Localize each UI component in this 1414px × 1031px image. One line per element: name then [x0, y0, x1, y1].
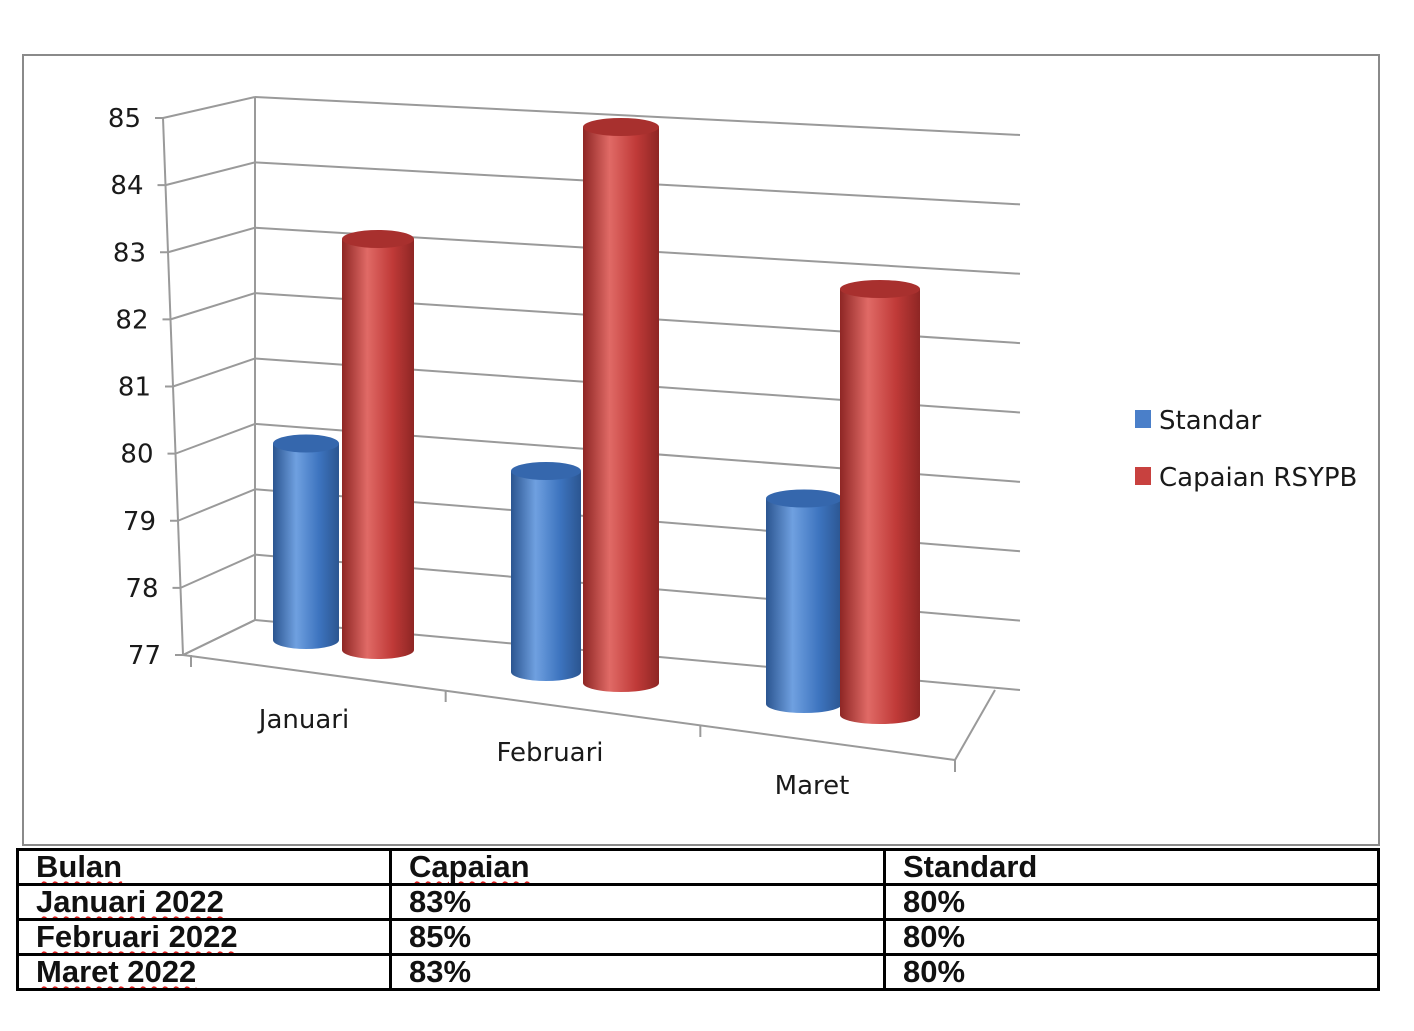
side-gridline: [177, 488, 256, 522]
y-axis-line: [162, 117, 184, 656]
y-tick-label: 85: [108, 104, 141, 134]
y-tick-label: 84: [110, 171, 143, 201]
legend-label: Standar: [1159, 406, 1262, 436]
cell-standard: 80%: [883, 953, 1380, 991]
table-row: Februari 2022 85% 80%: [16, 918, 1380, 956]
legend-swatch: [1135, 410, 1151, 428]
y-tick-label: 78: [125, 574, 158, 604]
table-row: Maret 2022 83% 80%: [16, 953, 1380, 991]
legend-swatch: [1135, 467, 1151, 485]
cell-capaian: 85%: [389, 918, 886, 956]
bar-capaian: [840, 280, 920, 724]
side-gridline: [162, 96, 256, 119]
side-gridline: [165, 161, 256, 187]
y-tick-label: 83: [113, 238, 146, 268]
header-bulan: Bulan: [16, 848, 392, 886]
floor-left-edge: [182, 619, 256, 656]
x-tick-label: Januari: [257, 705, 349, 735]
bar-top: [511, 462, 581, 480]
side-gridline: [167, 226, 256, 254]
table-header-row: Bulan Capaian Standard: [16, 848, 1380, 886]
x-tick-label: Maret: [775, 771, 850, 801]
back-gridline: [254, 96, 1021, 136]
bar-body: [342, 239, 414, 659]
bar-capaian: [583, 118, 659, 692]
bar-standar: [511, 462, 581, 681]
bar-top: [273, 434, 339, 453]
y-tick-label: 80: [120, 440, 153, 470]
bar-top: [840, 280, 920, 298]
side-gridline: [175, 422, 256, 455]
x-tick-label: Februari: [496, 738, 603, 768]
data-table: Bulan Capaian Standard Januari 2022 83% …: [16, 848, 1380, 991]
legend-label: Capaian RSYPB: [1159, 463, 1357, 493]
bar-capaian: [342, 230, 414, 659]
bar-standar: [766, 489, 842, 713]
bar-top: [342, 230, 414, 248]
side-gridline: [180, 553, 256, 589]
y-tick-label: 81: [118, 373, 151, 403]
bar-standar: [273, 434, 339, 649]
table-row: Januari 2022 83% 80%: [16, 883, 1380, 921]
side-gridline: [172, 357, 256, 388]
cell-standard: 80%: [883, 883, 1380, 921]
bars: [273, 118, 920, 724]
side-gridline: [170, 292, 256, 321]
cell-capaian: 83%: [389, 883, 886, 921]
header-capaian: Capaian: [389, 848, 886, 886]
y-tick-label: 82: [115, 305, 148, 335]
bar-body: [511, 471, 581, 681]
cell-capaian: 83%: [389, 953, 886, 991]
cell-bulan: Januari 2022: [16, 883, 392, 921]
cell-bulan: Maret 2022: [16, 953, 392, 991]
bar-top: [766, 489, 842, 508]
bar-body: [583, 127, 659, 692]
bar-body: [840, 289, 920, 724]
bar-body: [273, 443, 339, 649]
y-tick-label: 79: [123, 507, 156, 537]
y-tick-label: 77: [128, 641, 161, 671]
bar-top: [583, 118, 659, 136]
cell-bulan: Februari 2022: [16, 918, 392, 956]
cell-standard: 80%: [883, 918, 1380, 956]
bar-body: [766, 498, 842, 713]
header-standard: Standard: [883, 848, 1380, 886]
